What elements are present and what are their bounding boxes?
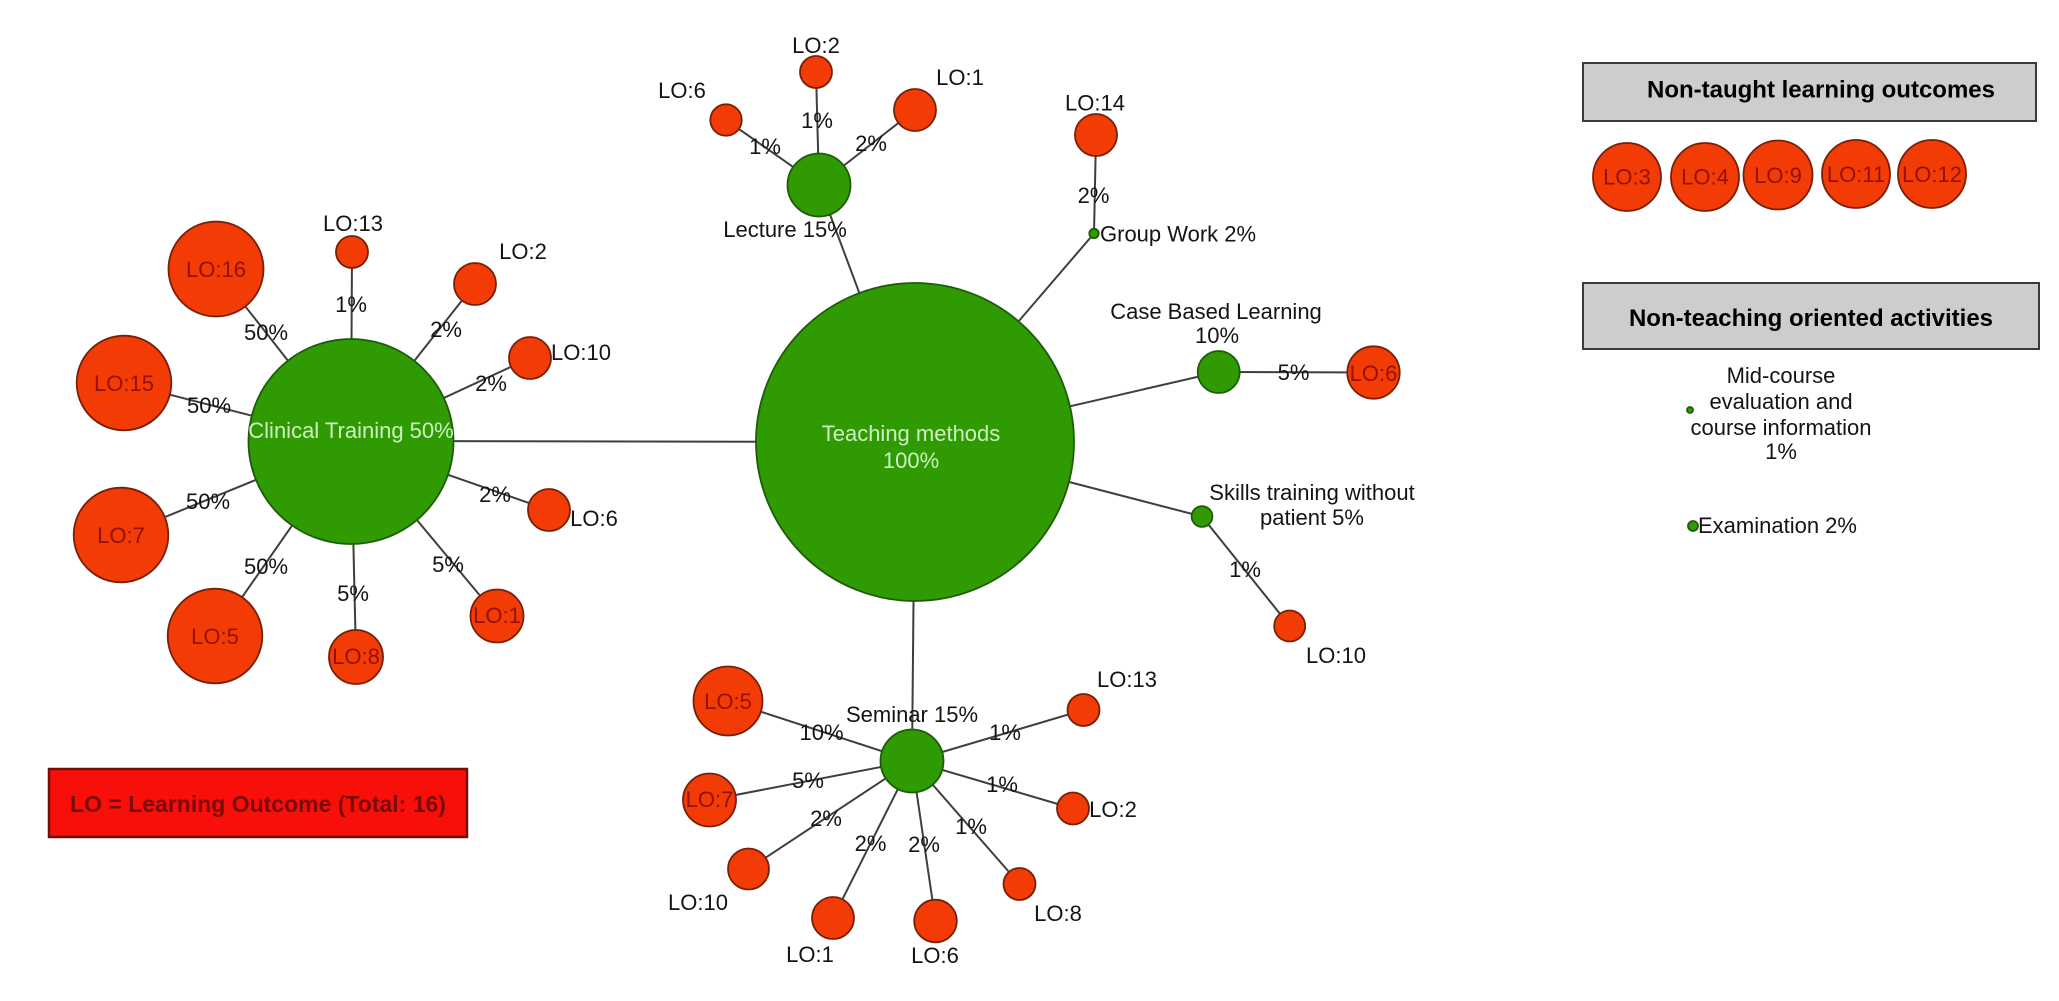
svg-text:2%: 2%: [855, 131, 887, 156]
svg-text:LO:2: LO:2: [499, 239, 547, 264]
svg-text:course information: course information: [1691, 415, 1872, 440]
svg-text:1%: 1%: [955, 814, 987, 839]
svg-text:LO:2: LO:2: [1089, 797, 1137, 822]
svg-text:LO:5: LO:5: [191, 624, 239, 649]
svg-text:LO:11: LO:11: [1827, 162, 1885, 187]
svg-text:50%: 50%: [244, 554, 288, 579]
svg-text:LO:4: LO:4: [1681, 165, 1729, 190]
svg-text:Non-teaching oriented activiti: Non-teaching oriented activities: [1629, 305, 1993, 332]
svg-text:5%: 5%: [1278, 360, 1310, 385]
svg-text:LO:2: LO:2: [792, 33, 840, 58]
svg-text:10%: 10%: [1195, 323, 1239, 348]
svg-text:LO:7: LO:7: [97, 523, 145, 548]
svg-text:LO:13: LO:13: [323, 211, 383, 236]
svg-text:1%: 1%: [986, 772, 1018, 797]
svg-text:evaluation and: evaluation and: [1709, 389, 1852, 414]
svg-text:Skills training without: Skills training without: [1209, 480, 1414, 505]
svg-text:Examination 2%: Examination 2%: [1698, 513, 1857, 538]
svg-text:1%: 1%: [1229, 557, 1261, 582]
svg-text:50%: 50%: [186, 489, 230, 514]
svg-text:LO:9: LO:9: [1754, 163, 1802, 188]
svg-text:LO:1: LO:1: [473, 603, 521, 628]
svg-text:Teaching methods: Teaching methods: [822, 421, 1001, 446]
svg-text:1%: 1%: [801, 108, 833, 133]
svg-text:100%: 100%: [883, 448, 939, 473]
svg-text:LO:1: LO:1: [786, 942, 834, 967]
svg-text:Mid-course: Mid-course: [1727, 363, 1836, 388]
svg-text:10%: 10%: [799, 720, 843, 745]
svg-text:2%: 2%: [908, 832, 940, 857]
svg-text:2%: 2%: [479, 482, 511, 507]
svg-text:5%: 5%: [432, 552, 464, 577]
svg-text:LO:3: LO:3: [1603, 165, 1651, 190]
svg-text:1%: 1%: [335, 292, 367, 317]
svg-text:LO:7: LO:7: [686, 787, 734, 812]
svg-text:1%: 1%: [989, 720, 1021, 745]
svg-text:50%: 50%: [187, 393, 231, 418]
svg-text:LO:12: LO:12: [1902, 162, 1962, 187]
svg-text:Seminar 15%: Seminar 15%: [846, 702, 978, 727]
svg-text:LO = Learning Outcome (Total:: LO = Learning Outcome (Total: 16): [70, 791, 446, 817]
svg-text:LO:10: LO:10: [551, 340, 611, 365]
svg-text:2%: 2%: [855, 831, 887, 856]
svg-text:50%: 50%: [244, 320, 288, 345]
svg-text:2%: 2%: [810, 806, 842, 831]
svg-text:patient 5%: patient 5%: [1260, 505, 1364, 530]
svg-text:LO:5: LO:5: [704, 689, 752, 714]
svg-text:LO:6: LO:6: [911, 943, 959, 968]
svg-text:LO:13: LO:13: [1097, 667, 1157, 692]
svg-text:5%: 5%: [792, 768, 824, 793]
svg-text:LO:10: LO:10: [668, 890, 728, 915]
svg-text:2%: 2%: [475, 371, 507, 396]
svg-text:LO:6: LO:6: [658, 78, 706, 103]
svg-text:Non-taught learning outcomes: Non-taught learning outcomes: [1647, 77, 1995, 104]
svg-text:LO:16: LO:16: [186, 257, 246, 282]
svg-text:2%: 2%: [1078, 183, 1110, 208]
svg-text:LO:8: LO:8: [332, 644, 380, 669]
svg-text:5%: 5%: [337, 581, 369, 606]
svg-text:Clinical Training 50%: Clinical Training 50%: [248, 418, 453, 443]
svg-text:1%: 1%: [749, 134, 781, 159]
svg-text:LO:10: LO:10: [1306, 643, 1366, 668]
svg-text:LO:14: LO:14: [1065, 91, 1125, 116]
svg-text:Case Based Learning: Case Based Learning: [1110, 299, 1322, 324]
svg-text:Lecture 15%: Lecture 15%: [723, 217, 847, 242]
svg-text:LO:6: LO:6: [1350, 361, 1398, 386]
svg-text:2%: 2%: [430, 317, 462, 342]
svg-text:LO:8: LO:8: [1034, 901, 1082, 926]
svg-text:LO:15: LO:15: [94, 371, 154, 396]
svg-text:LO:6: LO:6: [570, 506, 618, 531]
svg-text:LO:1: LO:1: [936, 65, 984, 90]
svg-text:Group Work 2%: Group Work 2%: [1100, 222, 1256, 247]
svg-text:1%: 1%: [1765, 439, 1797, 464]
